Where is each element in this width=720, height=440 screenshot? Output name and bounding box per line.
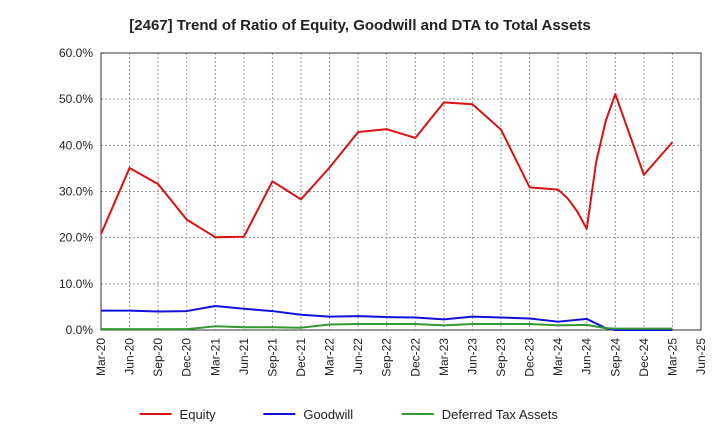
legend-label-equity: Equity: [180, 407, 217, 422]
chart-title: [2467] Trend of Ratio of Equity, Goodwil…: [129, 17, 590, 34]
x-tick-label: Mar-23: [437, 338, 451, 376]
x-tick-label: Jun-22: [351, 338, 365, 375]
x-tick-label: Jun-23: [465, 338, 479, 375]
equity-line: [100, 93, 674, 239]
x-tick-label: Dec-24: [637, 338, 651, 377]
x-tick-label: Dec-21: [294, 338, 308, 377]
y-tick-label: 20.0%: [59, 231, 93, 245]
x-tick-label: Jun-24: [580, 338, 594, 375]
x-tick-label: Sep-24: [608, 338, 622, 377]
x-tick-label: Mar-22: [323, 338, 337, 376]
legend: Equity Goodwill Deferred Tax Assets: [139, 407, 559, 422]
y-tick-label: 30.0%: [59, 185, 93, 199]
x-tick-label: Dec-23: [523, 338, 537, 377]
x-tick-label: Mar-25: [665, 338, 679, 376]
y-tick-label: 50.0%: [59, 92, 93, 106]
legend-label-goodwill: Goodwill: [303, 407, 353, 422]
x-tick-label: Dec-22: [408, 338, 422, 377]
deferred-tax-assets-line: [101, 323, 673, 331]
x-tick-label: Jun-25: [694, 338, 708, 375]
x-tick-label: Jun-20: [123, 338, 137, 375]
y-tick-label: 10.0%: [59, 277, 93, 291]
x-tick-label: Sep-21: [265, 338, 279, 377]
y-tick-label: 0.0%: [66, 323, 94, 337]
x-tick-label: Dec-20: [180, 338, 194, 377]
x-tick-label: Mar-21: [208, 338, 222, 376]
plot-area: 0.0% 10.0% 20.0% 30.0% 40.0% 50.0% 60.0% Mar-20…: [59, 46, 708, 377]
x-tick-label: Sep-22: [380, 338, 394, 377]
plot-border: [100, 52, 702, 331]
x-tick-label: Mar-20: [94, 338, 108, 376]
x-tick-label: Mar-24: [551, 338, 565, 376]
y-tick-label: 40.0%: [59, 138, 93, 152]
x-tick-label: Sep-20: [151, 338, 165, 377]
x-tick-label: Sep-23: [494, 338, 508, 377]
goodwill-line: [101, 304, 673, 331]
x-tick-label: Jun-21: [237, 338, 251, 375]
y-tick-label: 60.0%: [59, 46, 93, 60]
legend-label-deferred-tax-assets: Deferred Tax Assets: [442, 407, 559, 422]
